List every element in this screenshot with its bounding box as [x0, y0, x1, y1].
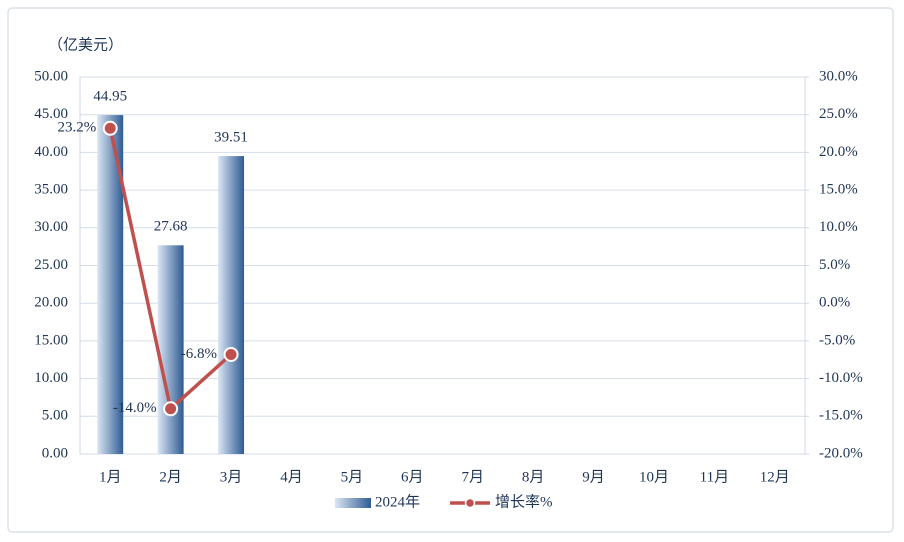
legend-swatch: [335, 498, 371, 508]
y-tick-label: 20.00: [34, 295, 68, 311]
y-tick-label: 10.00: [34, 370, 68, 386]
line-value-label: 23.2%: [57, 120, 96, 136]
x-tick-label: 4月: [280, 469, 303, 485]
y-tick-label: 0.00: [42, 445, 68, 461]
x-tick-label: 9月: [582, 469, 605, 485]
legend-label: 增长率%: [495, 493, 553, 510]
y-tick-label: 5.00: [42, 408, 68, 424]
line-value-label: -14.0%: [113, 400, 157, 416]
y-tick-label: 25.00: [34, 257, 68, 273]
line-marker: [102, 120, 118, 136]
y2-tick-label: 0.0%: [819, 295, 850, 311]
x-tick-label: 1月: [99, 469, 122, 485]
y2-tick-label: -20.0%: [819, 445, 863, 461]
y2-tick-label: -5.0%: [819, 332, 855, 348]
y2-tick-label: -10.0%: [819, 370, 863, 386]
y2-tick-label: -15.0%: [819, 408, 863, 424]
x-tick-label: 12月: [760, 469, 790, 485]
line-value-label: -6.8%: [181, 346, 217, 362]
x-tick-label: 8月: [522, 469, 545, 485]
x-tick-label: 10月: [639, 469, 669, 485]
legend-label: 2024年: [375, 493, 420, 510]
y-tick-label: 30.00: [34, 219, 68, 235]
y-tick-label: 40.00: [34, 144, 68, 160]
legend-swatch-marker: [464, 497, 476, 509]
line-marker: [223, 346, 239, 362]
x-tick-label: 7月: [461, 469, 484, 485]
y2-tick-label: 30.0%: [819, 68, 858, 84]
y2-tick-label: 20.0%: [819, 144, 858, 160]
y-tick-label: 45.00: [34, 106, 68, 122]
x-tick-label: 5月: [341, 469, 364, 485]
y2-tick-label: 10.0%: [819, 219, 858, 235]
line-marker: [163, 401, 179, 417]
bar: [218, 156, 245, 454]
bar-value-label: 39.51: [214, 130, 248, 146]
y2-tick-label: 5.0%: [819, 257, 850, 273]
x-tick-label: 6月: [401, 469, 424, 485]
y-tick-label: 50.00: [34, 68, 68, 84]
y2-tick-label: 25.0%: [819, 106, 858, 122]
x-tick-label: 3月: [220, 469, 243, 485]
y-tick-label: 35.00: [34, 182, 68, 198]
y-axis-label: （亿美元）: [48, 36, 123, 53]
x-tick-label: 2月: [159, 469, 182, 485]
bar-value-label: 27.68: [154, 219, 188, 235]
bar: [157, 245, 184, 454]
y2-tick-label: 15.0%: [819, 182, 858, 198]
y-tick-label: 15.00: [34, 332, 68, 348]
x-tick-label: 11月: [700, 469, 729, 485]
bar-value-label: 44.95: [93, 89, 127, 105]
